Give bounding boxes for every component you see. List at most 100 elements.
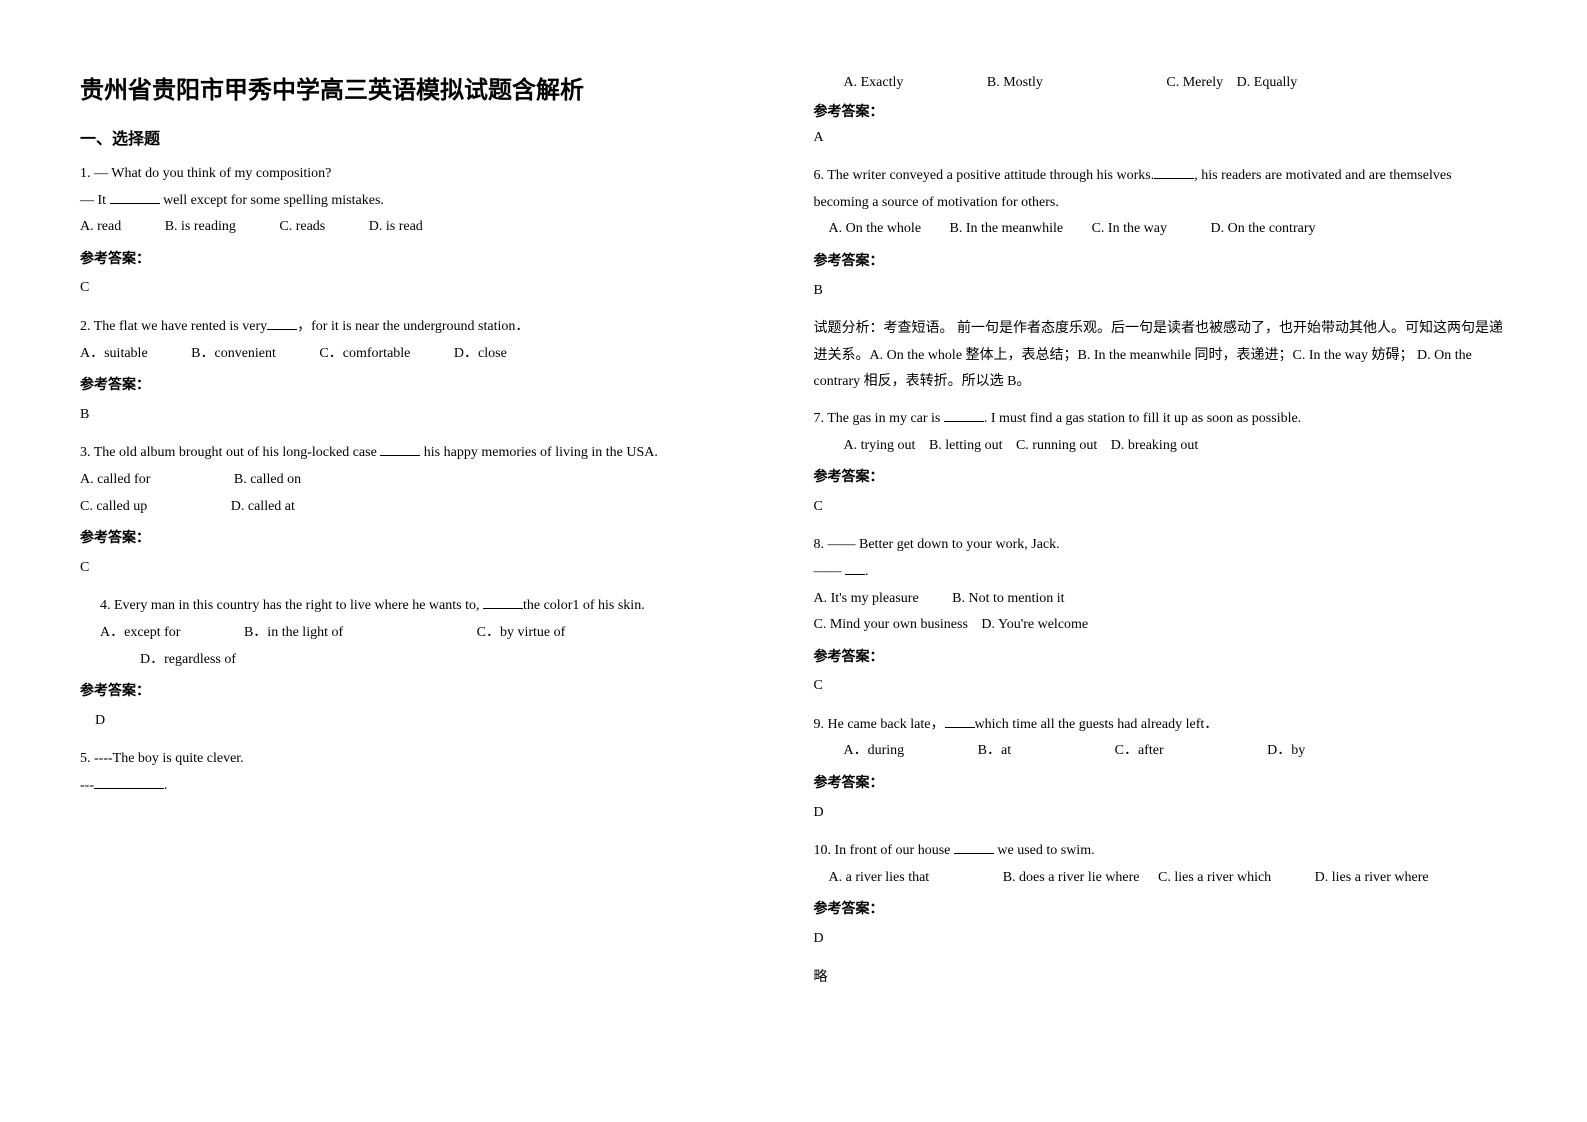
q10-answer: D [814, 926, 1508, 953]
q5-options: A. Exactly B. Mostly C. Merely D. Equall… [814, 70, 1508, 97]
q2-optA: A．suitable [80, 341, 148, 368]
q3-options-row2: C. called up D. called at [80, 494, 774, 521]
q7-optC: C. running out [1016, 433, 1097, 460]
q5-answer: A [814, 125, 1508, 152]
q2-optD: D．close [454, 341, 507, 368]
q5-optD: D. Equally [1237, 70, 1298, 97]
q6-answer-label: 参考答案： [814, 247, 1508, 274]
q3-answer-label: 参考答案： [80, 524, 774, 551]
section-header: 一、选择题 [80, 125, 774, 149]
q9-optA: A．during [844, 738, 905, 765]
q7-optA: A. trying out [844, 433, 916, 460]
q7-answer: C [814, 494, 1508, 521]
q7-suffix: . I must find a gas station to fill it u… [984, 411, 1301, 426]
q1-line2-prefix: — It [80, 193, 110, 208]
q2-text: 2. The flat we have rented is very，for i… [80, 314, 774, 341]
q3-optA: A. called for [80, 467, 150, 494]
q3-text: 3. The old album brought out of his long… [80, 440, 774, 467]
q1-blank [110, 190, 160, 204]
q1-line1: 1. — What do you think of my composition… [80, 161, 774, 188]
q1-line2: — It well except for some spelling mista… [80, 188, 774, 215]
q8-options-row2: C. Mind your own business D. You're welc… [814, 612, 1508, 639]
q7-prefix: 7. The gas in my car is [814, 411, 944, 426]
q1-options: A. read B. is reading C. reads D. is rea… [80, 214, 774, 241]
q8-line2-suffix: . [865, 564, 869, 579]
q10-optD: D. lies a river where [1315, 865, 1429, 892]
q7-options: A. trying out B. letting out C. running … [814, 433, 1508, 460]
q9-blank [945, 714, 975, 728]
q9-suffix: which time all the guests had already le… [975, 717, 1219, 732]
q8-answer: C [814, 673, 1508, 700]
q8-optD: D. You're welcome [981, 612, 1088, 639]
q6-text: 6. The writer conveyed a positive attitu… [814, 163, 1508, 216]
q9-optB: B．at [978, 738, 1011, 765]
q2-answer-label: 参考答案： [80, 371, 774, 398]
q6-options: A. On the whole B. In the meanwhile C. I… [814, 216, 1508, 243]
q8-optB: B. Not to mention it [952, 586, 1064, 613]
q9-answer-label: 参考答案： [814, 769, 1508, 796]
q1-optA: A. read [80, 214, 121, 241]
q4-options: A．except for B．in the light of C．by virt… [80, 620, 774, 673]
right-column: A. Exactly B. Mostly C. Merely D. Equall… [794, 70, 1528, 1052]
q6-blank [1154, 165, 1194, 179]
q7-answer-label: 参考答案： [814, 463, 1508, 490]
q2-optC: C．comfortable [319, 341, 410, 368]
q7-text: 7. The gas in my car is . I must find a … [814, 406, 1508, 433]
q3-suffix: his happy memories of living in the USA. [420, 445, 658, 460]
q7-optB: B. letting out [929, 433, 1003, 460]
q8-answer-label: 参考答案： [814, 643, 1508, 670]
q5-optA: A. Exactly [844, 70, 904, 97]
q5-line2: ---. [80, 773, 774, 800]
q8-line2: —— . [814, 559, 1508, 586]
question-1: 1. — What do you think of my composition… [80, 161, 774, 302]
q3-optC: C. called up [80, 494, 147, 521]
q5-optC: C. Merely [1166, 70, 1223, 97]
q4-optC: C．by virtue of [477, 620, 566, 647]
q2-options: A．suitable B．convenient C．comfortable D．… [80, 341, 774, 368]
q4-optA: A．except for [100, 620, 180, 647]
q9-text: 9. He came back late，which time all the … [814, 712, 1508, 739]
q7-optD: D. breaking out [1111, 433, 1198, 460]
q6-optC: C. In the way [1092, 216, 1167, 243]
q6-optA: A. On the whole [829, 216, 922, 243]
q1-answer: C [80, 275, 774, 302]
q10-note: 略 [814, 965, 1508, 992]
q10-optC: C. lies a river which [1158, 865, 1271, 892]
q4-suffix: the color1 of his skin. [523, 598, 645, 613]
q10-options: A. a river lies that B. does a river lie… [814, 865, 1508, 892]
q5-line2-suffix: . [164, 778, 168, 793]
q8-optA: A. It's my pleasure [814, 586, 919, 613]
q1-optB: B. is reading [165, 214, 236, 241]
question-5: 5. ----The boy is quite clever. ---. [80, 746, 774, 799]
q8-options-row1: A. It's my pleasure B. Not to mention it [814, 586, 1508, 613]
q2-answer: B [80, 402, 774, 429]
question-6: 6. The writer conveyed a positive attitu… [814, 163, 1508, 396]
q6-answer: B [814, 278, 1508, 305]
q1-optC: C. reads [279, 214, 325, 241]
left-column: 贵州省贵阳市甲秀中学高三英语模拟试题含解析 一、选择题 1. — What do… [60, 70, 794, 1052]
q8-blank [845, 561, 865, 575]
q10-blank [954, 840, 994, 854]
q4-optB: B．in the light of [244, 620, 343, 647]
q5-line2-prefix: --- [80, 778, 94, 793]
q6-optB: B. In the meanwhile [950, 216, 1064, 243]
q3-blank [380, 442, 420, 456]
q6-optD: D. On the contrary [1211, 216, 1316, 243]
q6-prefix: 6. The writer conveyed a positive attitu… [814, 168, 1155, 183]
q4-answer: D [80, 708, 774, 735]
q3-answer: C [80, 555, 774, 582]
q2-prefix: 2. The flat we have rented is very [80, 319, 267, 334]
q3-optB: B. called on [234, 467, 301, 494]
q10-answer-label: 参考答案： [814, 895, 1508, 922]
q5-line1: 5. ----The boy is quite clever. [80, 746, 774, 773]
q10-suffix: we used to swim. [994, 843, 1095, 858]
q5-blank [94, 775, 164, 789]
q10-optB: B. does a river lie where [1003, 865, 1140, 892]
question-3: 3. The old album brought out of his long… [80, 440, 774, 581]
q9-options: A．during B．at C．after D．by [814, 738, 1508, 765]
q1-optD: D. is read [369, 214, 423, 241]
q10-prefix: 10. In front of our house [814, 843, 954, 858]
q6-analysis: 试题分析：考查短语。 前一句是作者态度乐观。后一句是读者也被感动了，也开始带动其… [814, 316, 1508, 396]
question-8: 8. —— Better get down to your work, Jack… [814, 532, 1508, 700]
q3-prefix: 3. The old album brought out of his long… [80, 445, 380, 460]
